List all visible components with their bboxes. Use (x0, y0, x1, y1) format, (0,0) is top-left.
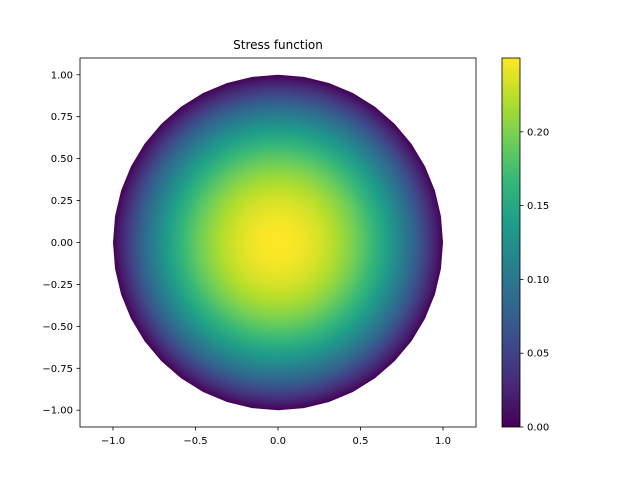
colorbar-tick-label: 0.00 (527, 423, 549, 434)
plot-axes: −1.0 −0.5 0.0 0.5 1.0 1.00 0.75 0.50 0.25 0.00 −0… (42, 57, 477, 447)
y-tick-label: 0.25 (51, 196, 73, 207)
y-tick-label: 1.00 (51, 70, 73, 81)
colorbar-tick-label: 0.05 (527, 349, 549, 360)
y-tick-label: −0.50 (42, 322, 73, 333)
x-tick-label: 0.5 (353, 436, 369, 447)
x-axis-ticks: −1.0 −0.5 0.0 0.5 1.0 (101, 427, 451, 447)
y-tick-label: 0.75 (51, 112, 73, 123)
y-axis-ticks: 1.00 0.75 0.50 0.25 0.00 −0.25 −0.50 −0.75 −1.00 (42, 70, 80, 417)
x-tick-label: 1.0 (435, 436, 451, 447)
x-tick-label: 0.0 (270, 436, 286, 447)
y-tick-label: −1.00 (42, 406, 73, 417)
colorbar-frame (501, 57, 521, 428)
colorbar-gradient (502, 58, 520, 427)
x-tick-label: −1.0 (101, 436, 125, 447)
colorbar-tick-label: 0.20 (527, 127, 549, 138)
y-tick-label: 0.50 (51, 154, 73, 165)
colorbar-tick-label: 0.10 (527, 275, 549, 286)
colorbar-tick-label: 0.15 (527, 201, 549, 212)
stress-field-disk (113, 74, 443, 411)
colorbar-ticks: 0.00 0.05 0.10 0.15 0.20 (520, 127, 549, 434)
y-tick-label: 0.00 (51, 238, 73, 249)
colorbar: 0.00 0.05 0.10 0.15 0.20 (501, 57, 549, 434)
y-tick-label: −0.25 (42, 280, 73, 291)
y-tick-label: −0.75 (42, 364, 73, 375)
plot-title: Stress function (233, 38, 323, 52)
x-tick-label: −0.5 (183, 436, 207, 447)
